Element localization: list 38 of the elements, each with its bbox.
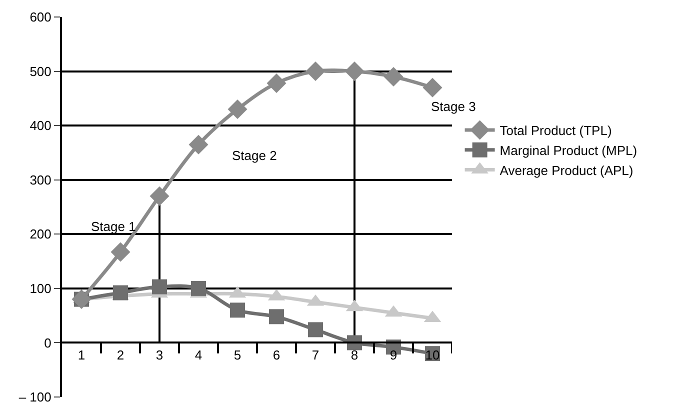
point [308,322,323,338]
x-tick-label: 6 [272,347,280,362]
point [152,279,167,294]
y-tick-label: 500 [30,64,52,79]
x-tick-label: 10 [425,347,440,362]
legend-label: Average Product (APL) [500,162,634,178]
point [188,134,208,154]
point [422,78,442,98]
point [266,73,286,93]
y-tick-label: – 100 [18,390,52,405]
x-tick-label: 8 [350,347,358,362]
x-tick-label: 1 [78,347,86,362]
point [150,186,170,206]
point [110,242,130,262]
legend-label: Marginal Product (MPL) [500,142,638,158]
x-tick-label: 3 [156,347,164,362]
point [228,100,248,120]
point [269,309,284,324]
point [344,62,364,82]
point [191,280,206,296]
point [306,62,326,82]
y-tick-label: 400 [30,118,52,134]
y-tick-label: 0 [44,335,52,350]
annotation: Stage 1 [91,219,136,234]
point [113,285,128,300]
y-tick-label: 300 [30,172,52,188]
x-tick-label: 7 [312,347,320,362]
y-tick-label: 600 [30,10,52,25]
annotation: Stage 3 [431,99,476,114]
annotation: Stage 2 [232,148,277,163]
y-tick-label: 200 [30,226,52,242]
x-tick-label: 5 [234,347,242,362]
point [230,302,245,318]
x-tick-label: 4 [194,347,202,362]
legend-label: Total Product (TPL) [500,123,612,138]
x-tick-label: 2 [116,347,124,362]
point [384,66,404,86]
y-tick-label: 100 [30,280,52,296]
